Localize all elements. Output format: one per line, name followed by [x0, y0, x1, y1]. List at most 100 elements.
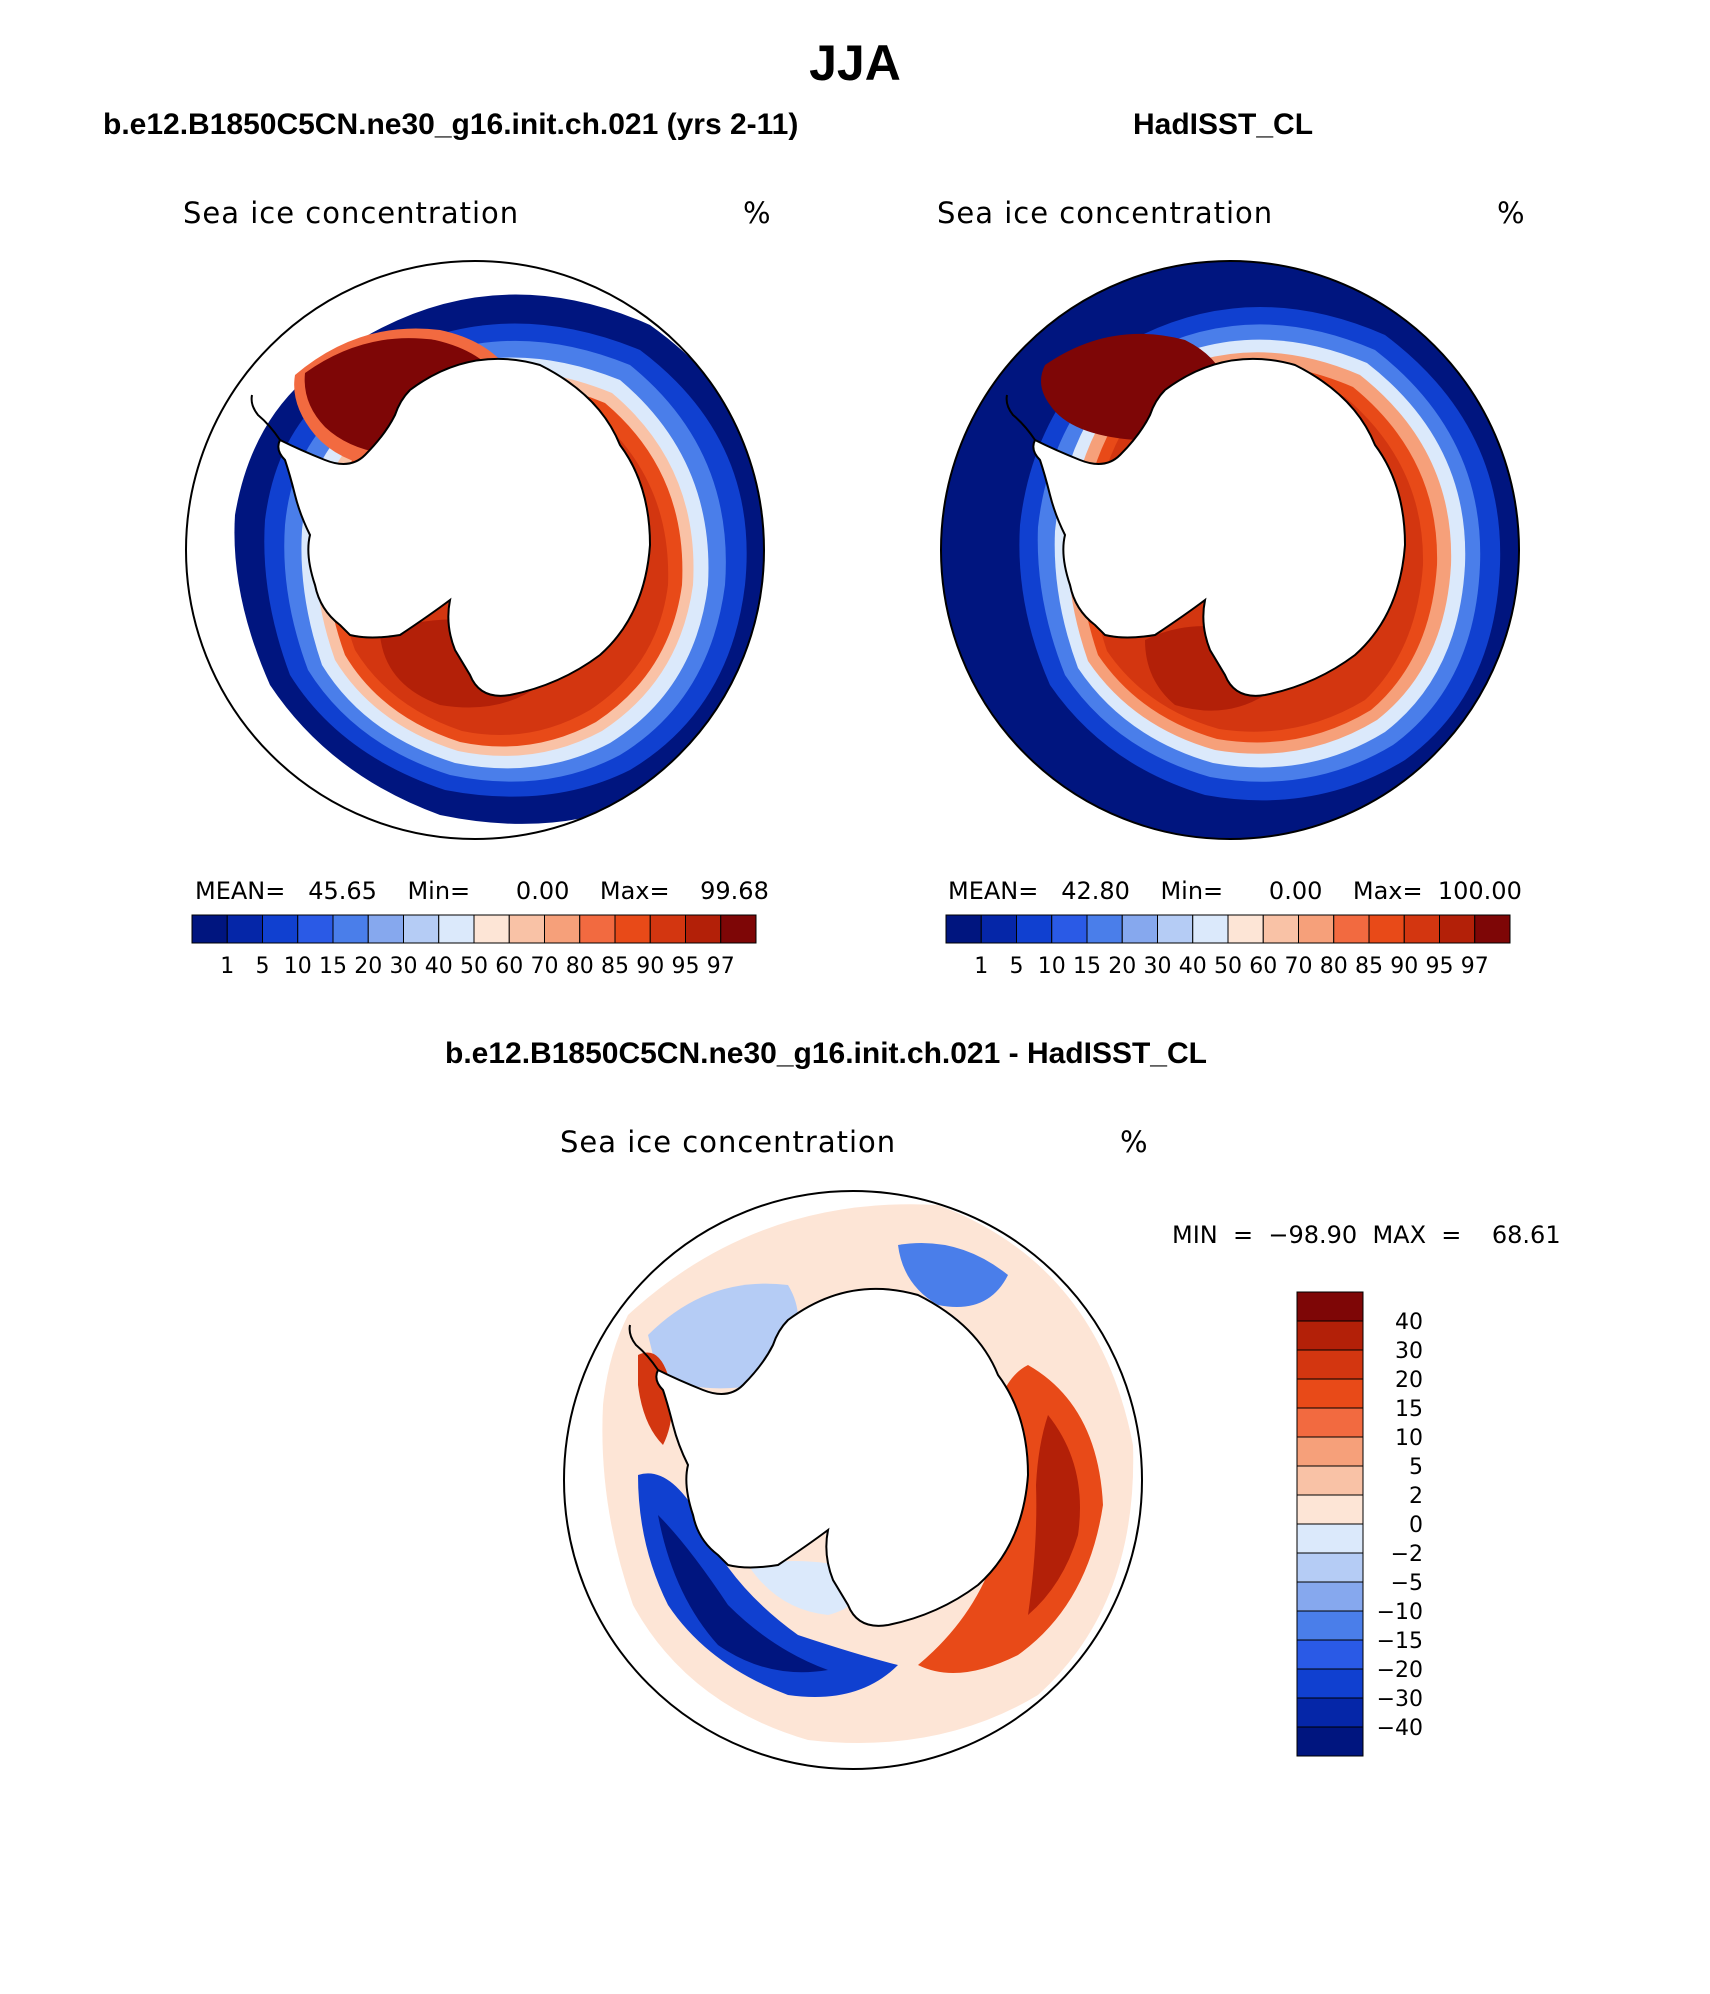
- diff-colorbar-tick-label: −20: [1377, 1658, 1423, 1683]
- model-colorbar-tick-label: 50: [460, 954, 488, 979]
- antarctica-landmass: [655, 1287, 1030, 1627]
- obs-colorbar-tick-label: 30: [1144, 954, 1172, 979]
- diff-colorbar-tick-label: −2: [1391, 1542, 1423, 1567]
- obs-colorbar-tick-label: 70: [1285, 954, 1313, 979]
- obs-stats: MEAN= 42.80 Min= 0.00 Max= 100.00: [948, 877, 1522, 905]
- model-polar-map: [185, 260, 765, 840]
- obs-colorbar-box: [1051, 914, 1088, 944]
- model-panel-title: b.e12.B1850C5CN.ne30_g16.init.ch.021 (yr…: [103, 108, 799, 141]
- obs-colorbar-tick-label: 50: [1214, 954, 1242, 979]
- model-colorbar-box: [262, 914, 299, 944]
- diff-colorbar-tick-label: 2: [1409, 1484, 1423, 1509]
- diff-colorbar-box: [1296, 1378, 1364, 1409]
- obs-colorbar-box: [1192, 914, 1229, 944]
- model-colorbar-box: [332, 914, 369, 944]
- model-colorbar-tick-label: 97: [707, 954, 735, 979]
- model-colorbar-tick-label: 30: [390, 954, 418, 979]
- model-stats: MEAN= 45.65 Min= 0.00 Max= 99.68: [195, 877, 769, 905]
- obs-colorbar-tick-label: 95: [1426, 954, 1454, 979]
- obs-variable-label: Sea ice concentration: [937, 196, 1274, 230]
- diff-colorbar-tick-label: −30: [1377, 1687, 1423, 1712]
- model-colorbar-tick-label: 15: [319, 954, 347, 979]
- model-colorbar-tick-label: 80: [566, 954, 594, 979]
- diff-colorbar-box: [1296, 1697, 1364, 1728]
- obs-colorbar-box: [1403, 914, 1440, 944]
- obs-colorbar-box: [1016, 914, 1053, 944]
- diff-colorbar-box: [1296, 1436, 1364, 1467]
- obs-colorbar-tick-label: 80: [1320, 954, 1348, 979]
- model-colorbar-tick-label: 90: [636, 954, 664, 979]
- diff-colorbar-tick-label: −10: [1377, 1600, 1423, 1625]
- model-colorbar-box: [438, 914, 475, 944]
- diff-colorbar-tick-label: −5: [1391, 1571, 1423, 1596]
- diff-colorbar-box: [1296, 1668, 1364, 1699]
- model-colorbar-box: [579, 914, 616, 944]
- diff-colorbar-box: [1296, 1639, 1364, 1670]
- diff-colorbar-box: [1296, 1349, 1364, 1380]
- diff-colorbar-box: [1296, 1291, 1364, 1322]
- model-map-border: [185, 260, 765, 840]
- model-colorbar-tick-label: 5: [256, 954, 270, 979]
- obs-colorbar-box: [1333, 914, 1370, 944]
- diff-colorbar-tick-label: 40: [1395, 1310, 1423, 1335]
- obs-colorbar-box: [945, 914, 982, 944]
- diff-colorbar-box: [1296, 1581, 1364, 1612]
- model-colorbar-box: [614, 914, 651, 944]
- obs-colorbar-tick-label: 20: [1108, 954, 1136, 979]
- obs-colorbar-tick-label: 90: [1390, 954, 1418, 979]
- model-colorbar-tick-label: 10: [284, 954, 312, 979]
- diff-colorbar-box: [1296, 1494, 1364, 1525]
- obs-colorbar-tick-label: 97: [1461, 954, 1489, 979]
- diff-colorbar-tick-label: 30: [1395, 1339, 1423, 1364]
- model-colorbar-box: [544, 914, 581, 944]
- antarctica-landmass: [277, 357, 652, 697]
- diff-panel-title: b.e12.B1850C5CN.ne30_g16.init.ch.021 - H…: [445, 1037, 1207, 1070]
- model-colorbar-tick-label: 70: [531, 954, 559, 979]
- diff-colorbar-tick-label: −40: [1377, 1716, 1423, 1741]
- obs-polar-map: [940, 260, 1520, 840]
- model-colorbar-tick-label: 1: [220, 954, 234, 979]
- obs-colorbar-box: [1368, 914, 1405, 944]
- diff-colorbar-box: [1296, 1552, 1364, 1583]
- model-colorbar-tick-label: 60: [495, 954, 523, 979]
- model-variable-label: Sea ice concentration: [183, 196, 520, 230]
- diff-colorbar-box: [1296, 1465, 1364, 1496]
- antarctica-landmass: [1032, 357, 1407, 697]
- obs-colorbar-box: [1227, 914, 1264, 944]
- obs-map-border: [940, 260, 1520, 840]
- diff-colorbar-tick-label: 5: [1409, 1455, 1423, 1480]
- model-colorbar-box: [191, 914, 228, 944]
- model-colorbar-tick-label: 95: [672, 954, 700, 979]
- model-colorbar-box: [649, 914, 686, 944]
- model-colorbar-tick-label: 85: [601, 954, 629, 979]
- obs-units-label: %: [1497, 196, 1526, 230]
- model-colorbar-box: [367, 914, 404, 944]
- model-colorbar-box: [685, 914, 722, 944]
- obs-colorbar-tick-label: 10: [1038, 954, 1066, 979]
- diff-colorbar-box: [1296, 1407, 1364, 1438]
- diff-colorbar-box: [1296, 1610, 1364, 1641]
- model-units-label: %: [743, 196, 772, 230]
- obs-colorbar-tick-label: 40: [1179, 954, 1207, 979]
- model-colorbar-box: [226, 914, 263, 944]
- model-colorbar-box: [297, 914, 334, 944]
- diff-colorbar-tick-label: 15: [1395, 1397, 1423, 1422]
- obs-colorbar-box: [1086, 914, 1123, 944]
- obs-colorbar-box: [980, 914, 1017, 944]
- model-colorbar-tick-label: 40: [425, 954, 453, 979]
- model-colorbar-box: [473, 914, 510, 944]
- obs-colorbar-box: [1298, 914, 1335, 944]
- obs-colorbar-box: [1121, 914, 1158, 944]
- diff-polar-map: [563, 1190, 1143, 1770]
- model-colorbar-box: [508, 914, 545, 944]
- diff-map-border: [563, 1190, 1143, 1770]
- diff-stats: MIN = −98.90 MAX = 68.61: [1172, 1221, 1561, 1249]
- figure-title: JJA: [809, 35, 901, 91]
- diff-colorbar-tick-label: 10: [1395, 1426, 1423, 1451]
- obs-colorbar: 1 5 10 15 20 30 40 50 60 70 80 85 90 95 97: [945, 914, 1511, 979]
- diff-colorbar-tick-label: 0: [1409, 1513, 1423, 1538]
- diff-colorbar-box: [1296, 1320, 1364, 1351]
- diff-colorbar-box: [1296, 1523, 1364, 1554]
- obs-colorbar-box: [1474, 914, 1511, 944]
